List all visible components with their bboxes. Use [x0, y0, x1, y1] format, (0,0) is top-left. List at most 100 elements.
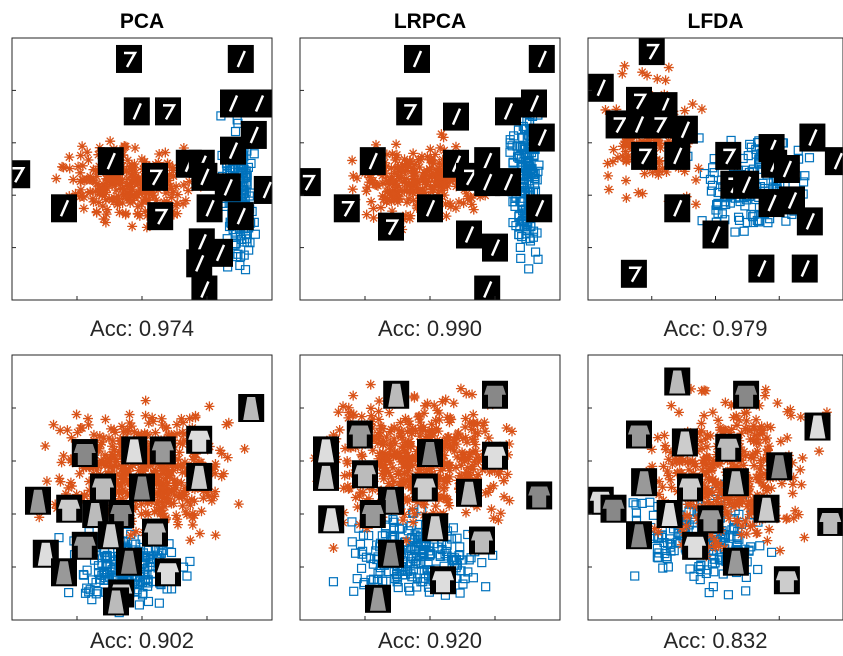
asterisk-marker: [440, 473, 451, 484]
asterisk-marker: [409, 166, 420, 177]
asterisk-marker: [503, 449, 514, 460]
thumbnail-glyph: [155, 208, 169, 225]
asterisk-marker: [415, 417, 426, 428]
square-marker: [146, 557, 156, 567]
square-marker: [54, 533, 64, 543]
thumbnail-glyph: [432, 571, 454, 593]
asterisk-marker: [719, 502, 730, 513]
asterisk-marker: [452, 429, 463, 440]
asterisk-marker: [403, 416, 414, 427]
asterisk-marker: [714, 458, 725, 469]
asterisk-marker: [385, 426, 396, 437]
asterisk-marker: [124, 179, 135, 190]
asterisk-marker: [79, 175, 90, 186]
asterisk-marker: [146, 497, 157, 508]
asterisk-marker: [414, 464, 425, 475]
thumbnail: [142, 162, 168, 191]
asterisk-marker: [130, 167, 141, 178]
asterisk-marker: [143, 195, 154, 206]
square-marker: [723, 590, 734, 600]
asterisk-marker: [328, 543, 339, 554]
asterisk-marker: [195, 457, 206, 468]
asterisk-marker: [775, 436, 786, 447]
asterisk-marker: [654, 489, 665, 500]
asterisk-marker: [97, 201, 108, 212]
accuracy-caption: Acc: 0.990: [378, 316, 482, 341]
asterisk-marker: [421, 179, 432, 190]
thumbnail-glyph: [386, 219, 400, 236]
asterisk-marker: [760, 468, 771, 479]
asterisk-marker: [379, 469, 390, 480]
asterisk-marker: [138, 461, 149, 472]
asterisk-marker: [396, 456, 407, 467]
asterisk-marker: [127, 460, 138, 471]
asterisk-marker: [150, 427, 161, 438]
square-marker: [392, 577, 402, 587]
asterisk-marker: [143, 448, 154, 459]
asterisk-marker: [164, 471, 175, 482]
square-marker: [457, 555, 468, 565]
asterisk-marker: [722, 506, 733, 517]
asterisk-marker: [754, 464, 765, 475]
asterisk-marker: [407, 504, 418, 515]
asterisk-marker: [438, 483, 449, 494]
asterisk-marker: [136, 199, 147, 210]
thumbnail-glyph: [106, 152, 116, 170]
asterisk-marker: [147, 412, 158, 423]
asterisk-marker: [180, 195, 191, 206]
asterisk-marker: [386, 163, 397, 174]
thumbnail-glyph: [73, 444, 96, 466]
square-marker: [766, 547, 777, 557]
thumbnail-glyph: [215, 244, 226, 262]
square-marker: [706, 186, 717, 196]
asterisk-marker: [204, 490, 215, 501]
asterisk-marker: [449, 445, 460, 456]
asterisk-marker: [660, 444, 671, 455]
asterisk-marker: [111, 170, 122, 181]
square-marker: [407, 542, 417, 552]
square-marker: [448, 523, 458, 533]
asterisk-marker: [399, 154, 410, 165]
square-marker: [361, 552, 372, 562]
square-marker: [727, 525, 737, 535]
asterisk-marker: [328, 430, 339, 441]
asterisk-marker: [753, 438, 764, 449]
asterisk-marker: [338, 401, 349, 412]
asterisk-marker: [408, 517, 419, 528]
asterisk-marker: [399, 509, 410, 520]
asterisk-marker: [168, 498, 179, 509]
asterisk-marker: [117, 476, 128, 487]
thumbnail-glyph: [628, 266, 643, 283]
asterisk-marker: [172, 189, 183, 200]
asterisk-marker: [239, 443, 250, 454]
asterisk-marker: [731, 410, 742, 421]
thumbnail-glyph: [243, 397, 260, 420]
asterisk-marker: [467, 389, 478, 400]
asterisk-marker: [437, 182, 448, 193]
asterisk-marker: [652, 432, 663, 443]
asterisk-marker: [603, 170, 614, 181]
asterisk-marker: [404, 155, 415, 166]
thumbnail-glyph: [735, 385, 758, 407]
asterisk-marker: [787, 457, 798, 468]
asterisk-marker: [418, 187, 429, 198]
asterisk-marker: [394, 191, 405, 202]
asterisk-marker: [175, 437, 186, 448]
asterisk-marker: [705, 430, 716, 441]
asterisk-marker: [617, 68, 628, 79]
asterisk-marker: [172, 514, 183, 525]
asterisk-marker: [77, 141, 88, 152]
square-marker: [734, 215, 745, 226]
asterisk-marker: [115, 442, 126, 453]
asterisk-marker: [107, 441, 118, 452]
asterisk-marker: [374, 459, 385, 470]
asterisk-marker: [457, 433, 468, 444]
square-marker: [64, 587, 74, 598]
asterisk-marker: [140, 507, 151, 518]
asterisk-marker: [821, 407, 832, 418]
asterisk-marker: [711, 496, 722, 507]
asterisk-marker: [91, 178, 102, 189]
thumbnail: [253, 175, 272, 204]
asterisk-marker: [393, 450, 404, 461]
asterisk-marker: [747, 449, 758, 460]
